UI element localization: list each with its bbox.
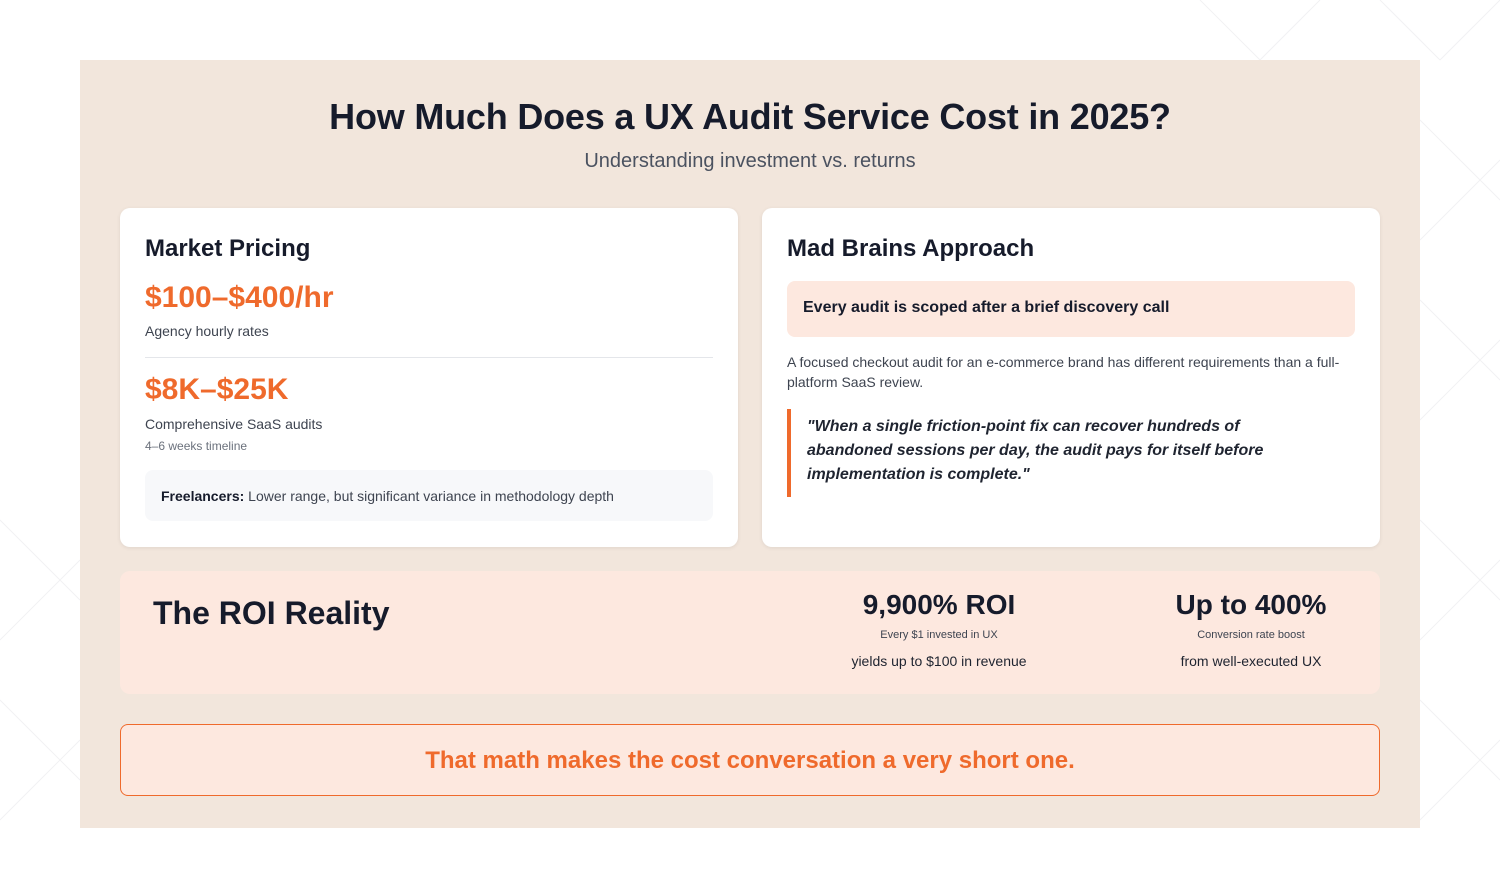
roi-stat-value: 9,900% ROI bbox=[862, 589, 1016, 620]
roi-stat-sub: yields up to $100 in revenue bbox=[851, 653, 1027, 669]
freelancer-label: Freelancers: bbox=[161, 488, 245, 504]
freelancer-note: Freelancers: Lower range, but significan… bbox=[145, 470, 713, 521]
approach-description: A focused checkout audit for an e-commer… bbox=[787, 354, 1340, 390]
page-subtitle: Understanding investment vs. returns bbox=[584, 150, 916, 172]
conversion-stat-note: Conversion rate boost bbox=[1197, 629, 1305, 641]
approach-highlight: Every audit is scoped after a brief disc… bbox=[787, 281, 1355, 337]
roi-stat: 9,900% ROI Every $1 invested in UX yield… bbox=[819, 589, 1059, 669]
roi-section: The ROI Reality 9,900% ROI Every $1 inve… bbox=[120, 571, 1380, 694]
conversion-stat-value: Up to 400% bbox=[1175, 589, 1327, 620]
pricing-divider bbox=[145, 357, 713, 358]
roi-stat-note: Every $1 invested in UX bbox=[880, 629, 998, 641]
approach-title: Mad Brains Approach bbox=[787, 235, 1035, 262]
conversion-stat: Up to 400% Conversion rate boost from we… bbox=[1131, 589, 1371, 669]
saas-timeline-note: 4–6 weeks timeline bbox=[145, 439, 248, 453]
roi-title: The ROI Reality bbox=[153, 595, 390, 631]
conclusion-banner: That math makes the cost conversation a … bbox=[120, 724, 1380, 796]
conversion-stat-sub: from well-executed UX bbox=[1180, 653, 1322, 669]
hourly-price: $100–$400/hr bbox=[145, 281, 334, 314]
page-title: How Much Does a UX Audit Service Cost in… bbox=[329, 96, 1171, 137]
freelancer-text: Lower range, but significant variance in… bbox=[244, 488, 614, 504]
saas-label: Comprehensive SaaS audits bbox=[145, 416, 323, 432]
approach-card: Mad Brains Approach Every audit is scope… bbox=[762, 208, 1380, 547]
hourly-label: Agency hourly rates bbox=[145, 323, 269, 339]
market-pricing-title: Market Pricing bbox=[145, 235, 311, 262]
market-pricing-card: Market Pricing $100–$400/hr Agency hourl… bbox=[120, 208, 738, 547]
approach-quote: "When a single friction-point fix can re… bbox=[787, 409, 1327, 497]
saas-price: $8K–$25K bbox=[145, 373, 289, 406]
